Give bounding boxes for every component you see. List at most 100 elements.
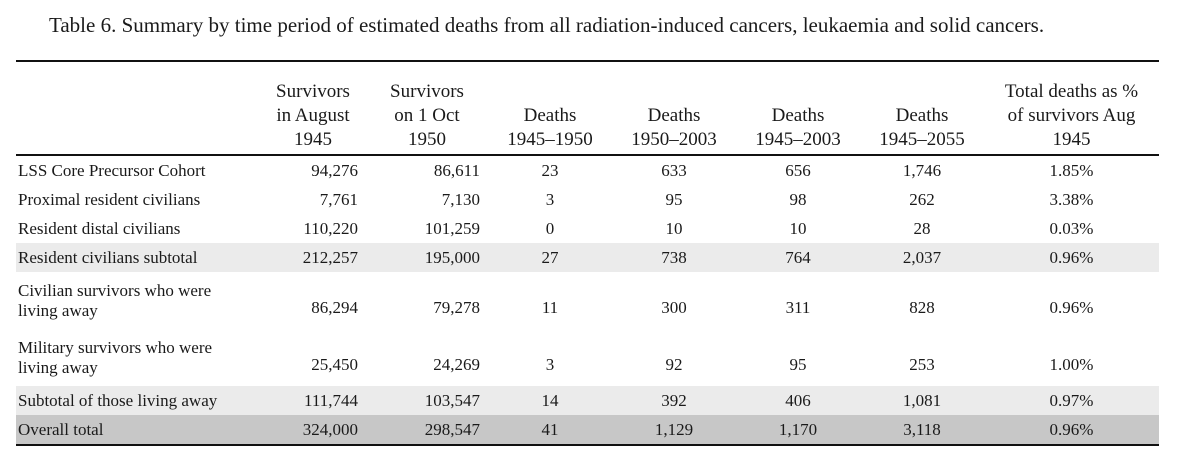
header-line: 1945–2003: [755, 129, 841, 150]
row-label: Military survivors who were living away: [16, 329, 260, 386]
cell-deaths-1945-1950: 27: [488, 243, 612, 272]
header-row: Survivors in August 1945 Survivors on 1 …: [16, 61, 1159, 156]
header-deaths-1945-2055: Deaths 1945–2055: [860, 61, 984, 156]
header-line: Deaths: [895, 105, 949, 126]
row-label-line: Military survivors who were: [18, 337, 213, 357]
header-deaths-1950-2003: Deaths 1950–2003: [612, 61, 736, 156]
cell-survivors-1945: 94,276: [311, 160, 358, 180]
cell-deaths-1945-2003: 656: [785, 160, 811, 180]
cell-deaths-1950-2003: 10: [665, 218, 683, 238]
cell-percent: 0.97%: [984, 386, 1159, 415]
header-line: Total deaths as %: [1004, 81, 1139, 102]
cell-percent: 3.38%: [1049, 189, 1094, 209]
cell-deaths-1945-1950: 3: [545, 189, 555, 209]
row-label: Subtotal of those living away: [16, 386, 260, 415]
header-line: Survivors: [390, 81, 464, 102]
cell-deaths-1945-1950: 23: [541, 160, 559, 180]
cell-survivors-1950: 79,278: [433, 297, 480, 317]
cell-deaths-1945-1950: 41: [488, 415, 612, 445]
header-deaths-1945-2003: Deaths 1945–2003: [736, 61, 860, 156]
cell-survivors-1950: 24,269: [433, 354, 480, 374]
cell-deaths-1950-2003: 1,129: [612, 415, 736, 445]
cell-deaths-1950-2003: 300: [661, 297, 687, 317]
cell-deaths-1945-2055: 28: [913, 218, 931, 238]
cell-percent: 0.96%: [1049, 297, 1094, 317]
cell-deaths-1945-2055: 262: [909, 189, 935, 209]
cell-deaths-1945-2003: 98: [789, 189, 807, 209]
cell-survivors-1950: 298,547: [366, 415, 488, 445]
header-line: 1945: [1052, 129, 1091, 150]
table-row-resident-civilians-subtotal: Resident civilians subtotal 212,257 195,…: [16, 243, 1159, 272]
row-label-line: living away: [18, 357, 98, 377]
cell-deaths-1945-2055: 828: [909, 297, 935, 317]
row-label: Civilian survivors who were living away: [16, 272, 260, 329]
header-deaths-1945-1950: Deaths 1945–1950: [488, 61, 612, 156]
cell-deaths-1945-2055: 253: [909, 354, 935, 374]
summary-table: Survivors in August 1945 Survivors on 1 …: [16, 60, 1159, 446]
cell-survivors-1945: 7,761: [319, 189, 358, 209]
cell-percent: 1.00%: [1049, 354, 1094, 374]
cell-deaths-1945-2055: 2,037: [860, 243, 984, 272]
cell-survivors-1945: 86,294: [311, 297, 358, 317]
header-line: Deaths: [647, 105, 701, 126]
row-label-line: Civilian survivors who were: [18, 280, 212, 300]
cell-percent: 1.85%: [1049, 160, 1094, 180]
cell-survivors-1950: 7,130: [441, 189, 480, 209]
cell-survivors-1945: 212,257: [260, 243, 366, 272]
header-line: 1950–2003: [631, 129, 717, 150]
row-label: Resident civilians subtotal: [16, 243, 260, 272]
row-label: LSS Core Precursor Cohort: [18, 160, 206, 180]
cell-deaths-1950-2003: 92: [665, 354, 683, 374]
cell-survivors-1950: 195,000: [366, 243, 488, 272]
cell-deaths-1950-2003: 738: [612, 243, 736, 272]
table-row-overall-total: Overall total 324,000 298,547 41 1,129 1…: [16, 415, 1159, 445]
header-line: of survivors Aug: [1007, 105, 1136, 126]
header-line: Survivors: [276, 81, 350, 102]
row-label: Resident distal civilians: [18, 218, 181, 238]
cell-survivors-1945: 25,450: [311, 354, 358, 374]
header-line: Deaths: [523, 105, 577, 126]
table-row-lss-core-precursor-cohort: LSS Core Precursor Cohort 94,276 86,611 …: [16, 155, 1159, 185]
row-label: Overall total: [16, 415, 260, 445]
header-total-deaths-percent: Total deaths as % of survivors Aug 1945: [984, 61, 1159, 156]
table-row-military-survivors-living-away: Military survivors who were living away …: [16, 329, 1159, 386]
cell-deaths-1945-2055: 3,118: [860, 415, 984, 445]
cell-deaths-1945-2003: 95: [789, 354, 807, 374]
table-row-subtotal-living-away: Subtotal of those living away 111,744 10…: [16, 386, 1159, 415]
cell-deaths-1945-2003: 311: [785, 297, 811, 317]
cell-survivors-1950: 101,259: [424, 218, 480, 238]
table-row-proximal-resident-civilians: Proximal resident civilians 7,761 7,130 …: [16, 185, 1159, 214]
cell-deaths-1945-2055: 1,746: [902, 160, 942, 180]
header-line: 1950: [408, 129, 446, 150]
table-row-resident-distal-civilians: Resident distal civilians 110,220 101,25…: [16, 214, 1159, 243]
header-survivors-august-1945: Survivors in August 1945: [260, 61, 366, 156]
cell-deaths-1945-2003: 406: [736, 386, 860, 415]
header-line: Deaths: [771, 105, 825, 126]
row-label-line: living away: [18, 300, 98, 320]
cell-deaths-1945-2003: 764: [736, 243, 860, 272]
header-survivors-oct-1950: Survivors on 1 Oct 1950: [366, 61, 488, 156]
table-row-civilian-survivors-living-away: Civilian survivors who were living away …: [16, 272, 1159, 329]
row-label: Proximal resident civilians: [18, 189, 201, 209]
header-line: 1945–2055: [879, 129, 965, 150]
cell-deaths-1945-2055: 1,081: [860, 386, 984, 415]
cell-deaths-1950-2003: 392: [612, 386, 736, 415]
cell-percent: 0.03%: [1049, 218, 1094, 238]
cell-survivors-1950: 86,611: [433, 160, 480, 180]
header-line: 1945: [294, 129, 332, 150]
cell-survivors-1945: 111,744: [260, 386, 366, 415]
header-line: in August: [276, 105, 350, 126]
cell-deaths-1945-1950: 14: [488, 386, 612, 415]
cell-percent: 0.96%: [984, 243, 1159, 272]
cell-survivors-1950: 103,547: [366, 386, 488, 415]
cell-deaths-1945-1950: 11: [541, 297, 559, 317]
cell-percent: 0.96%: [984, 415, 1159, 445]
cell-deaths-1945-1950: 3: [545, 354, 555, 374]
cell-survivors-1945: 324,000: [260, 415, 366, 445]
header-row-label: [16, 61, 260, 156]
cell-survivors-1945: 110,220: [303, 218, 358, 238]
cell-deaths-1945-2003: 10: [789, 218, 807, 238]
cell-deaths-1950-2003: 95: [665, 189, 683, 209]
cell-deaths-1945-1950: 0: [545, 218, 555, 238]
cell-deaths-1945-2003: 1,170: [736, 415, 860, 445]
